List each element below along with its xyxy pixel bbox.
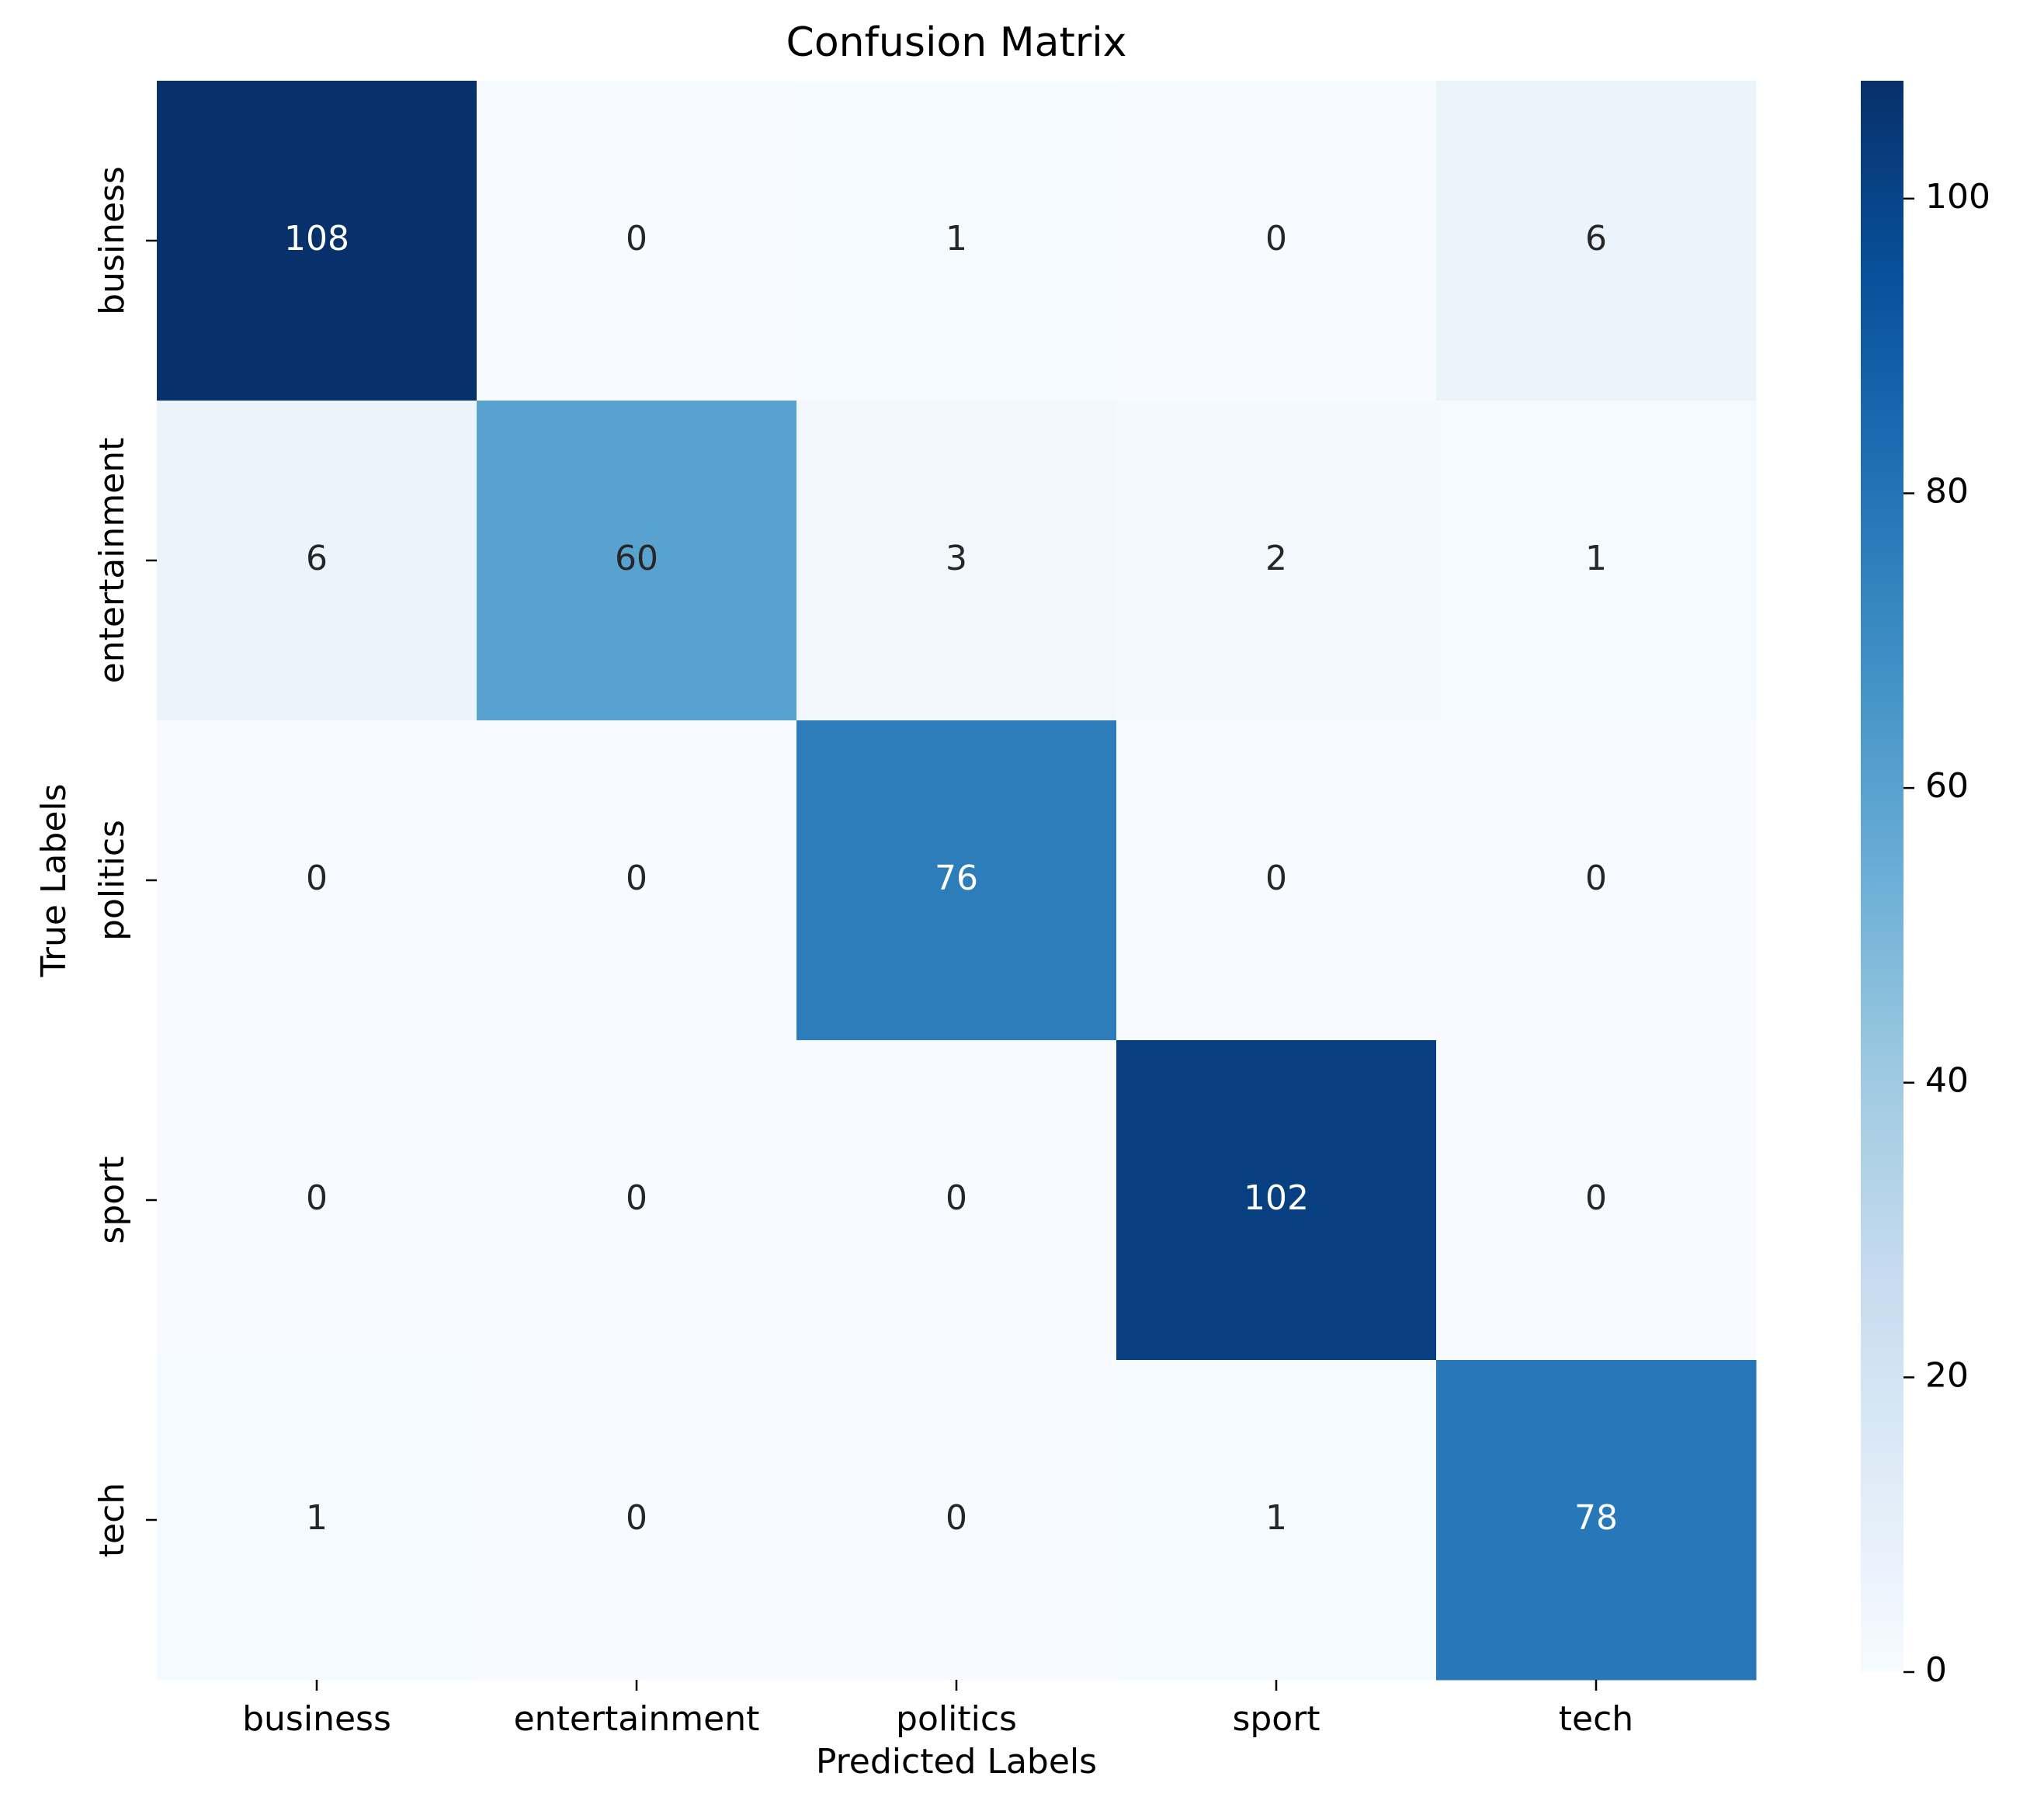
colorbar-gradient [1861, 81, 1903, 1672]
cell-value-2-0: 0 [306, 859, 328, 898]
cell-value-1-0: 6 [306, 539, 328, 578]
heatmap-cell-2-2 [796, 720, 1117, 1041]
x-tick-label-tech: tech [1559, 1699, 1633, 1739]
chart-title: Confusion Matrix [786, 19, 1127, 66]
heatmap-cell-0-4 [1436, 81, 1757, 401]
y-tick-label-entertainment: entertainment [92, 438, 132, 684]
cell-value-0-4: 6 [1585, 219, 1607, 258]
heatmap-cell-1-0 [157, 401, 477, 721]
heatmap-cell-2-3 [1116, 720, 1437, 1041]
cell-value-0-2: 1 [946, 219, 967, 258]
x-tick-label-politics: politics [896, 1699, 1017, 1739]
heatmap-cell-3-4 [1436, 1040, 1757, 1361]
colorbar-tick-label-100: 100 [1925, 177, 1990, 217]
cell-value-0-1: 0 [626, 219, 647, 258]
y-tick-label-business: business [92, 166, 132, 315]
x-tick-label-sport: sport [1232, 1699, 1320, 1739]
cell-value-2-3: 0 [1265, 859, 1287, 898]
colorbar: 0 20 40 60 80 100 [1861, 81, 1990, 1690]
cell-value-4-4: 78 [1574, 1498, 1618, 1538]
cell-value-2-4: 0 [1585, 859, 1607, 898]
cell-value-3-1: 0 [626, 1178, 647, 1218]
heatmap-cell-2-1 [477, 720, 797, 1041]
cell-value-4-0: 1 [306, 1498, 328, 1538]
heatmap-cell-1-4 [1436, 401, 1757, 721]
y-tick-label-tech: tech [92, 1483, 132, 1557]
heatmap-cell-0-2 [796, 81, 1117, 401]
heatmap-cell-4-3 [1116, 1360, 1437, 1681]
heatmap-cells [157, 81, 1757, 1681]
colorbar-tick-label-40: 40 [1925, 1061, 1969, 1101]
cell-value-4-1: 0 [626, 1498, 647, 1538]
heatmap-cell-0-3 [1116, 81, 1437, 401]
heatmap-cell-4-0 [157, 1360, 477, 1681]
heatmap-cell-1-1 [477, 401, 797, 721]
y-tick-label-politics: politics [92, 820, 132, 941]
cell-value-3-0: 0 [306, 1178, 328, 1218]
cell-value-3-3: 102 [1244, 1178, 1309, 1218]
colorbar-tick-label-0: 0 [1925, 1650, 1947, 1690]
heatmap-cell-3-0 [157, 1040, 477, 1361]
cell-value-0-3: 0 [1265, 219, 1287, 258]
cell-value-4-2: 0 [946, 1498, 967, 1538]
cell-value-1-1: 60 [615, 539, 658, 578]
heatmap-cell-0-1 [477, 81, 797, 401]
heatmap-cell-1-3 [1116, 401, 1437, 721]
y-axis-label: True Labels [34, 783, 74, 977]
x-axis-label: Predicted Labels [816, 1742, 1097, 1782]
heatmap-cell-3-2 [796, 1040, 1117, 1361]
x-tick-label-entertainment: entertainment [514, 1699, 760, 1739]
heatmap-cell-0-0 [157, 81, 477, 401]
heatmap-cell-4-4 [1436, 1360, 1757, 1681]
cell-value-3-4: 0 [1585, 1178, 1607, 1218]
colorbar-tick-label-80: 80 [1925, 471, 1969, 511]
cell-value-0-0: 108 [284, 219, 349, 258]
heatmap-cell-2-0 [157, 720, 477, 1041]
cell-value-1-4: 1 [1585, 539, 1607, 578]
heatmap-cell-4-2 [796, 1360, 1117, 1681]
x-axis: business entertainment politics sport tech [242, 1680, 1633, 1739]
y-axis: business entertainment politics sport tech [92, 166, 157, 1557]
x-tick-label-business: business [242, 1699, 391, 1739]
heatmap-cell-2-4 [1436, 720, 1757, 1041]
heatmap-cell-3-1 [477, 1040, 797, 1361]
heatmap-cell-4-1 [477, 1360, 797, 1681]
cell-value-1-3: 2 [1265, 539, 1287, 578]
colorbar-tick-label-60: 60 [1925, 766, 1969, 806]
cell-value-1-2: 3 [946, 539, 967, 578]
heatmap-annotations: 108 0 1 0 6 6 60 3 2 1 0 0 76 0 0 0 0 0 102 0 1 0 0 1 78 [284, 219, 1618, 1538]
heatmap-cell-1-2 [796, 401, 1117, 721]
cell-value-4-3: 1 [1265, 1498, 1287, 1538]
heatmap-cell-3-3 [1116, 1040, 1437, 1361]
y-tick-label-sport: sport [92, 1156, 132, 1244]
cell-value-2-1: 0 [626, 859, 647, 898]
colorbar-tick-label-20: 20 [1925, 1355, 1969, 1395]
cell-value-2-2: 76 [935, 859, 978, 898]
cell-value-3-2: 0 [946, 1178, 967, 1218]
